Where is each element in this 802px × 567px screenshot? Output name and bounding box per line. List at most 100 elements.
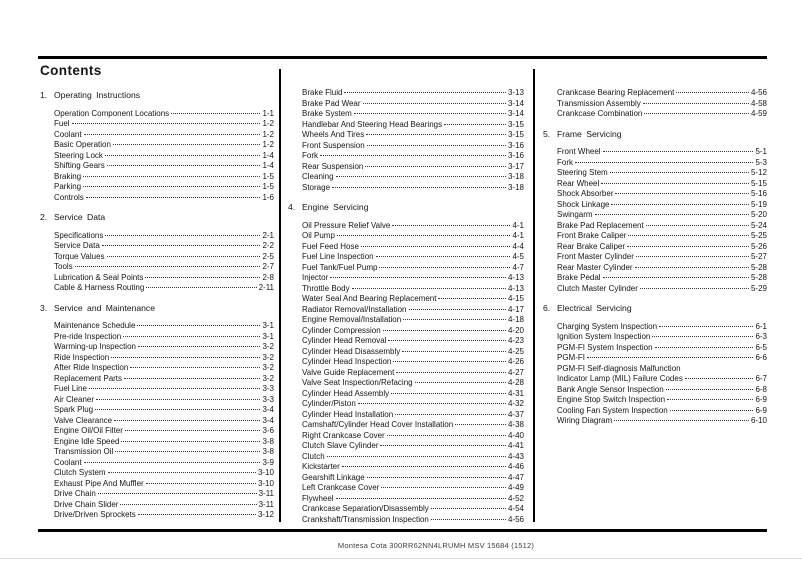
- toc-item-page: 4-41: [507, 441, 524, 450]
- toc-item: Oil Pressure Relief Valve 4-1: [288, 221, 524, 232]
- toc-item-page: 4-56: [507, 514, 524, 524]
- dot-leader: [455, 424, 506, 425]
- toc-item-page: 3-15: [507, 130, 524, 139]
- toc-item: Cleaning 3-18: [288, 172, 524, 183]
- page-bottom-edge: [0, 558, 802, 559]
- toc-item-page: 6-9: [755, 405, 767, 415]
- toc-item-page: 5-28: [750, 273, 767, 282]
- dot-leader: [74, 266, 261, 267]
- toc-item-label: Fork: [302, 151, 318, 160]
- toc-item-label: Valve Clearance: [54, 415, 113, 425]
- toc-item-label: Brake Pedal: [557, 273, 601, 282]
- dot-leader: [326, 455, 506, 457]
- toc-item-page: 5-3: [755, 157, 767, 167]
- dot-leader: [357, 403, 506, 404]
- toc-item: Fork 3-16: [288, 151, 524, 162]
- toc-item-label: Lubrication & Seal Points: [54, 272, 144, 282]
- toc-item-label: Cylinder Head Removal: [302, 336, 387, 345]
- dot-leader: [575, 161, 754, 163]
- toc-item-page: 5-15: [750, 178, 767, 188]
- toc-item-label: Right Crankcase Cover: [302, 430, 385, 440]
- toc-item-page: 3-11: [258, 489, 274, 498]
- toc-item-page: 4-54: [507, 504, 524, 513]
- toc-item-label: Water Seal And Bearing Replacement: [302, 294, 437, 303]
- toc-item-label: Fork: [557, 157, 573, 167]
- toc-item-page: 2-2: [262, 241, 274, 250]
- dot-leader: [106, 255, 261, 257]
- toc-item-label: Drive Chain: [54, 489, 96, 498]
- section-heading: 5. Frame Servicing: [543, 129, 767, 140]
- dot-leader: [123, 335, 261, 337]
- toc-item: Ignition System Inspection 6-3: [543, 332, 767, 343]
- toc-item-label: Injector: [302, 273, 329, 282]
- toc-item: Indicator Lamp (MIL) Failure Codes 6-7: [543, 374, 767, 385]
- toc-item-label: Drive Chain Slider: [54, 499, 119, 509]
- toc-item-page: 4-49: [507, 483, 524, 492]
- toc-item-page: 3-12: [257, 510, 274, 519]
- toc-item-page: 5-27: [750, 252, 767, 261]
- dot-leader: [106, 165, 261, 166]
- toc-item: Clutch Slave Cylinder 4-41: [288, 441, 524, 452]
- toc-item-label: Cleaning: [302, 172, 334, 181]
- toc-item: Wiring Diagram 6-10: [543, 416, 767, 427]
- toc-item: Drive/Driven Sprockets 3-12: [40, 510, 274, 521]
- toc-item-page: 2-1: [262, 230, 274, 240]
- dot-leader: [414, 382, 506, 383]
- dot-leader: [124, 430, 261, 431]
- toc-item: Front Wheel 5-1: [543, 147, 767, 158]
- toc-item-page: 3-3: [262, 394, 274, 404]
- dot-leader: [88, 388, 261, 389]
- toc-item: PGM-FI 6-6: [543, 353, 767, 364]
- dot-leader: [146, 287, 257, 288]
- toc-item-label: Brake Pad Replacement: [557, 220, 644, 230]
- toc-item: Maintenance Schedule 3-1: [40, 321, 274, 332]
- toc-item-page: 4-20: [507, 325, 524, 335]
- toc-item-label: Shifting Gears: [54, 161, 105, 170]
- toc-item-label: Torque Values: [54, 251, 105, 261]
- toc-item-page: 5-20: [750, 210, 767, 219]
- dot-leader: [344, 92, 506, 93]
- toc-item-label: Front Master Cylinder: [557, 252, 634, 261]
- toc-item: Brake Fluid 3-13: [288, 88, 524, 99]
- toc-item-page: 3-9: [262, 457, 274, 467]
- toc-item-label: Exhaust Pipe And Muffler: [54, 478, 144, 488]
- toc-item: Front Brake Caliper 5-25: [543, 231, 767, 242]
- dot-leader: [115, 451, 261, 452]
- toc-item: Cylinder/Piston 4-32: [288, 399, 524, 410]
- dot-leader: [101, 245, 261, 246]
- toc-item: Gearshift Linkage 4-47: [288, 473, 524, 484]
- dot-leader: [639, 287, 749, 289]
- toc-item: Tools 2-7: [40, 262, 274, 273]
- dot-leader: [403, 319, 506, 320]
- toc-item: Rear Wheel 5-15: [543, 179, 767, 190]
- dot-leader: [392, 224, 511, 226]
- toc-item-page: 4-47: [507, 472, 524, 482]
- dot-leader: [120, 503, 257, 505]
- toc-item-page: 3-17: [507, 161, 524, 171]
- toc-item: Coolant 1-2: [40, 130, 274, 141]
- dot-leader: [665, 388, 754, 390]
- toc-item: Engine Removal/Installation 4-18: [288, 315, 524, 326]
- dot-leader: [667, 399, 754, 400]
- dot-leader: [104, 154, 261, 156]
- toc-item-label: Storage: [302, 182, 331, 192]
- dot-leader: [112, 144, 261, 145]
- toc-item-page: 3-18: [507, 182, 524, 192]
- toc-item: Injector 4-13: [288, 273, 524, 284]
- toc-item: Cylinder Head Inspection 4-26: [288, 357, 524, 368]
- dot-leader: [83, 461, 261, 463]
- dot-leader: [137, 514, 256, 515]
- toc-item-label: Steering Lock: [54, 150, 103, 160]
- dot-leader: [644, 113, 749, 114]
- toc-item: Rear Brake Caliper 5-26: [543, 242, 767, 253]
- toc-item-page: 1-4: [262, 150, 274, 160]
- toc-item-label: Tools: [54, 262, 73, 271]
- toc-item-page: 3-13: [507, 88, 524, 97]
- section-title: Service Data: [54, 212, 106, 222]
- dot-leader: [83, 175, 261, 177]
- toc-item-label: Bank Angle Sensor Inspection: [557, 384, 664, 394]
- toc-item-label: Front Wheel: [557, 147, 601, 156]
- toc-item-page: 1-1: [262, 108, 274, 118]
- toc-item-label: Indicator Lamp (MIL) Failure Codes: [557, 374, 683, 383]
